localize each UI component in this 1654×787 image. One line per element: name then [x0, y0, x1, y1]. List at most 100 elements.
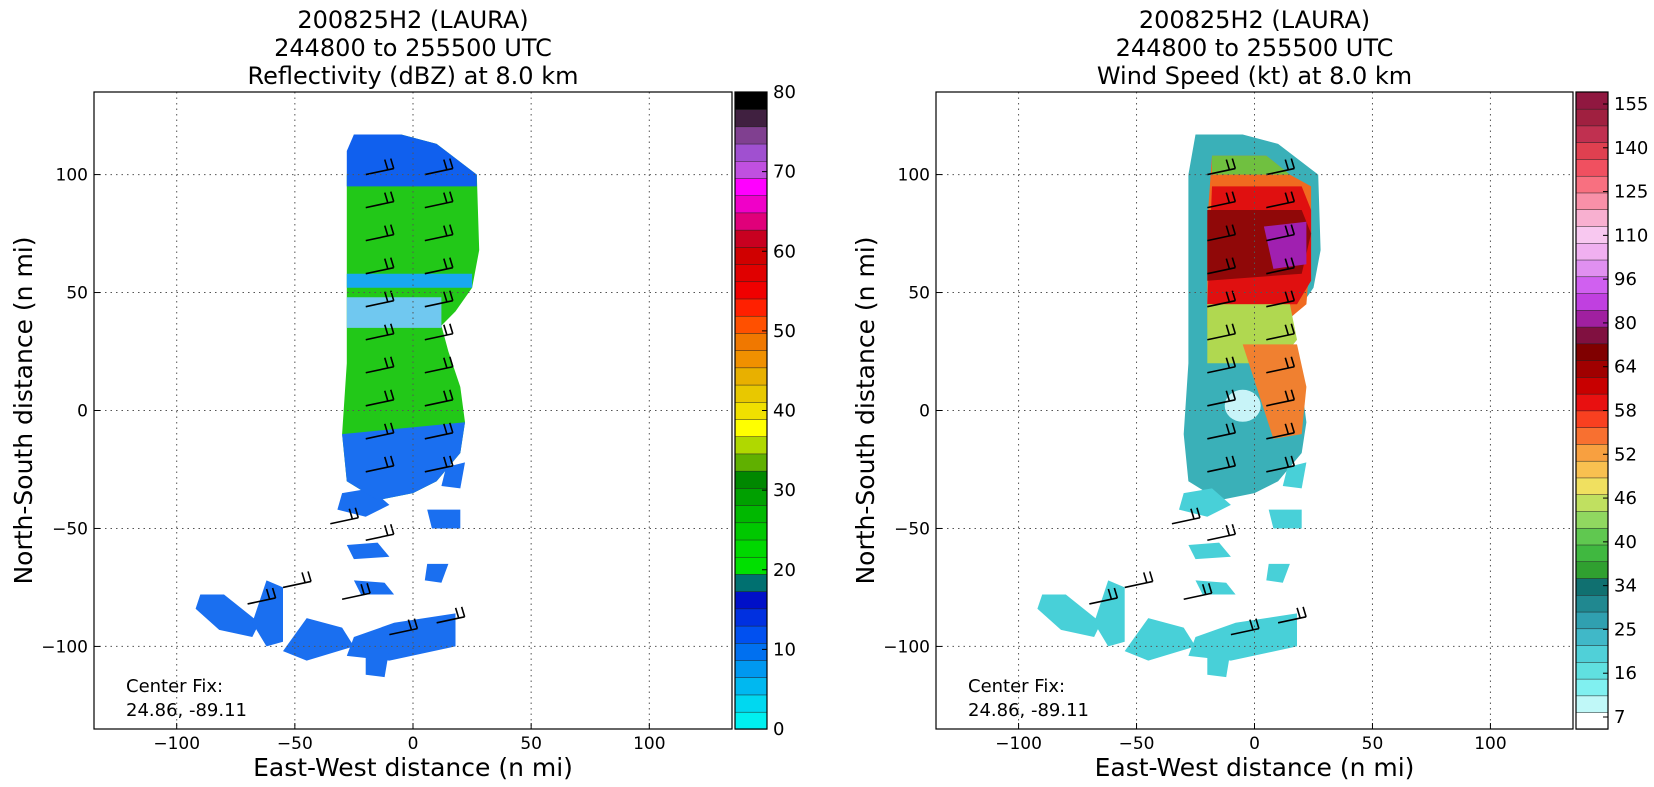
wind-barb [365, 191, 395, 209]
colorbar-swatch [1575, 477, 1609, 495]
chart-title-line: 244800 to 255500 UTC [274, 34, 552, 62]
echo-region [1195, 580, 1236, 595]
wind-barb [1207, 356, 1237, 374]
colorbar-swatch [1575, 644, 1609, 663]
echo-region [1266, 563, 1290, 583]
colorbar-swatch [1575, 410, 1609, 428]
wind-barbs [247, 158, 466, 636]
colorbar-swatch [1575, 192, 1609, 210]
colorbar-swatch [734, 367, 768, 386]
colorbar-tick-label: 64 [1614, 357, 1637, 378]
colorbar-swatch [1575, 711, 1609, 730]
echo-region [1124, 618, 1196, 661]
wind-barb [1266, 455, 1296, 473]
colorbar-swatch [734, 126, 768, 145]
y-axis-label: North-South distance (n mi) [9, 236, 38, 584]
colorbar-swatch [734, 246, 768, 265]
wind-barb [1207, 389, 1237, 407]
colorbar-swatch [1575, 359, 1609, 378]
colorbar-tick-label: 96 [1614, 269, 1637, 290]
wind-barb [247, 587, 277, 605]
wind-barbs [1089, 158, 1307, 636]
colorbar-swatch [734, 677, 768, 696]
echo-region [346, 273, 473, 288]
echo-region [346, 613, 456, 661]
wind-barb [1266, 356, 1296, 374]
colorbar-tick-label: 40 [1614, 532, 1637, 553]
colorbar-swatch [1575, 309, 1609, 328]
wind-barb [424, 224, 454, 242]
colorbar-swatch [1575, 594, 1609, 613]
y-tick-label: 100 [56, 166, 88, 186]
wind-barb [1266, 389, 1296, 407]
x-tick-label: 0 [408, 734, 419, 754]
colorbar-tick-label: 34 [1614, 576, 1637, 597]
wind-barb [365, 224, 395, 242]
chart-title-line: 244800 to 255500 UTC [1116, 34, 1394, 62]
y-tick-label: 0 [919, 402, 930, 422]
colorbar-tick-label: 155 [1614, 94, 1648, 115]
chart-title-line: Wind Speed (kt) at 8.0 km [1097, 62, 1412, 90]
colorbar-swatch [734, 177, 768, 196]
colorbar-swatch [1575, 343, 1609, 361]
chart-title-line: Reflectivity (dBZ) at 8.0 km [248, 62, 579, 90]
colorbar-swatch [734, 504, 768, 524]
chart-title-line: 200825H2 (LAURA) [297, 6, 528, 34]
echo-region [441, 462, 465, 489]
y-tick-label: −100 [883, 637, 930, 657]
wind-barb [282, 571, 312, 589]
x-tick-label: 100 [1474, 734, 1506, 754]
wind-barb [341, 583, 371, 601]
echo-region [1268, 509, 1302, 529]
colorbar-swatch [1575, 91, 1609, 110]
wind-barb [1207, 290, 1237, 308]
echo-region [365, 648, 390, 678]
colorbar-swatch [734, 195, 768, 214]
wind-barb [424, 158, 454, 176]
colorbar-swatch [1575, 175, 1609, 194]
center-fix-annotation: 24.86, -89.11 [126, 700, 247, 721]
echo-region [1224, 389, 1261, 422]
echo-region [283, 618, 354, 661]
colorbar-swatch [1575, 544, 1609, 563]
wind-barb [424, 422, 454, 440]
echo-region [427, 509, 461, 529]
echo-region [346, 297, 442, 328]
echo-region [1263, 221, 1307, 269]
wind-barb [1207, 158, 1237, 176]
colorbar: 7 16 25 34 40 46 52 58 64 80 96 110 125 140 155 [1575, 91, 1648, 730]
colorbar-swatch [1575, 326, 1609, 345]
colorbar-swatch [734, 453, 768, 472]
colorbar-swatch [734, 470, 768, 489]
wind-barb [424, 257, 454, 275]
echo-field [195, 134, 480, 678]
colorbar-swatch [1575, 125, 1609, 143]
wind-barb [1183, 583, 1213, 601]
colorbar-swatch [734, 625, 768, 644]
colorbar-tick-label: 10 [773, 639, 796, 660]
colorbar-tick-label: 0 [773, 719, 784, 740]
echo-region [1188, 613, 1297, 661]
wind-barb [1207, 224, 1237, 242]
colorbar-swatch [734, 694, 768, 713]
colorbar-tick-label: 50 [773, 321, 796, 342]
colorbar-swatch [734, 418, 768, 437]
x-tick-label: −100 [153, 734, 200, 754]
colorbar-swatch [1575, 510, 1609, 529]
wind-barb [1207, 422, 1237, 440]
colorbar-swatch [734, 522, 768, 541]
wind-barb [365, 455, 395, 473]
colorbar-tick-label: 125 [1614, 182, 1648, 203]
colorbar-swatch [734, 436, 768, 455]
y-tick-label: 0 [77, 402, 88, 422]
colorbar-swatch [1575, 661, 1609, 680]
colorbar-swatch [1575, 611, 1609, 630]
colorbar-swatch [734, 298, 768, 317]
wind-barb [1207, 323, 1237, 341]
colorbar-swatch [1575, 628, 1609, 646]
echo-field [1037, 134, 1321, 678]
wind-barb [365, 524, 395, 542]
wind-barb [365, 257, 395, 275]
colorbar-swatch [1575, 292, 1609, 311]
